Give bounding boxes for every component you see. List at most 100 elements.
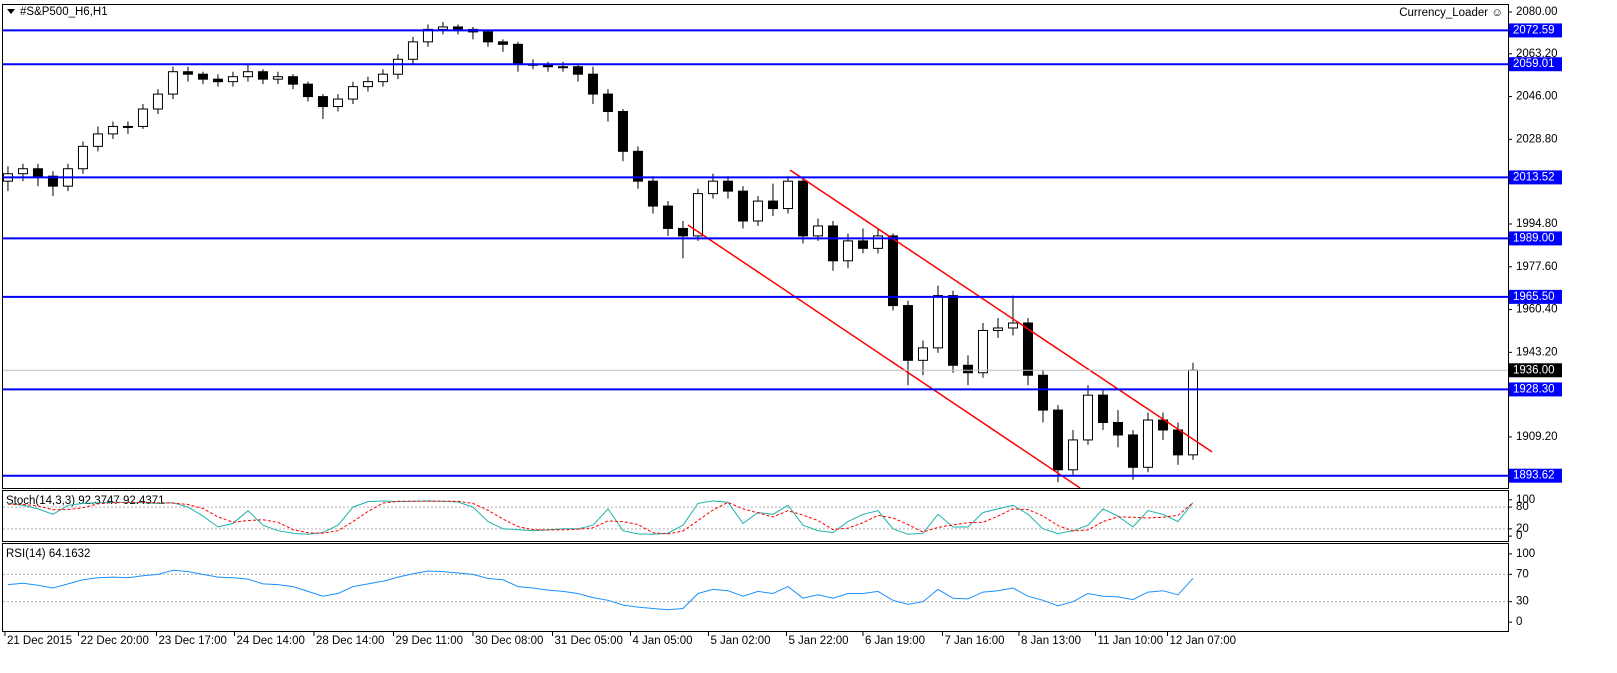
y-tick-label: 30 (1516, 596, 1529, 608)
candle-body (122, 125, 133, 128)
candle-body (632, 150, 643, 182)
candle-body (887, 235, 898, 307)
x-tick-label: 23 Dec 17:00 (158, 635, 226, 647)
indicator-line (7, 500, 1194, 535)
candle-body (602, 93, 613, 113)
x-tick-label: 28 Dec 14:00 (316, 635, 384, 647)
candle-body (152, 93, 163, 110)
indicator-label: Currency_Loader ☺ (1399, 7, 1503, 19)
y-tick-label: 80 (1516, 501, 1529, 513)
stoch-panel (2, 490, 1509, 542)
candle-body (1187, 369, 1198, 456)
candle-body (332, 98, 343, 108)
candle-body (872, 235, 883, 249)
candle-body (437, 26, 448, 30)
candle-body (227, 76, 238, 83)
x-tick-label: 29 Dec 11:00 (395, 635, 463, 647)
candle-body (767, 200, 778, 210)
candle-body (977, 329, 988, 374)
candle-body (962, 364, 973, 374)
candle-body (782, 180, 793, 210)
candle-body (1052, 409, 1063, 471)
rsi-panel (2, 543, 1509, 632)
candle-body (137, 108, 148, 127)
candle-body (77, 145, 88, 170)
candle-body (917, 347, 928, 361)
x-tick-label: 24 Dec 14:00 (236, 635, 304, 647)
candle-body (572, 66, 583, 75)
candle-body (1082, 394, 1093, 441)
x-tick-label: 7 Jan 16:00 (944, 635, 1004, 647)
candle-body (932, 295, 943, 349)
y-tick-label: 100 (1516, 548, 1535, 560)
channel-line (789, 169, 1213, 453)
x-tick-label: 6 Jan 19:00 (865, 635, 925, 647)
level-label-bg (1509, 468, 1562, 483)
y-tick-label: 2046.00 (1516, 91, 1558, 103)
candle-body (587, 73, 598, 95)
candle-body (557, 66, 568, 69)
level-label-bg (1509, 23, 1562, 38)
chart-title: #S&P500_H6,H1 (20, 6, 108, 18)
y-tick-label: 0 (1516, 530, 1522, 542)
x-tick-label: 30 Dec 08:00 (475, 635, 543, 647)
menu-arrow[interactable] (7, 9, 15, 14)
level-label: 1893.62 (1513, 470, 1555, 482)
candle-body (497, 41, 508, 45)
x-tick-label: 5 Jan 22:00 (788, 635, 848, 647)
candle-body (452, 26, 463, 30)
candle-body (617, 111, 628, 152)
candle-body (1142, 419, 1153, 468)
y-tick-label: 20 (1516, 523, 1529, 535)
candle-body (17, 168, 28, 175)
candle-body (1067, 439, 1078, 471)
candle-body (797, 180, 808, 237)
candle-body (197, 73, 208, 80)
candle-body (1022, 322, 1033, 376)
level-label: 2059.01 (1513, 58, 1555, 70)
candle-body (902, 305, 913, 361)
candle-body (32, 168, 43, 177)
y-tick-label: 1960.40 (1516, 304, 1558, 316)
candle-body (422, 28, 433, 43)
x-tick-label: 4 Jan 05:00 (632, 635, 692, 647)
x-tick-label: 22 Dec 20:00 (80, 635, 148, 647)
channel-line (687, 224, 1081, 488)
candle-body (1112, 422, 1123, 436)
candle-body (47, 175, 58, 187)
level-label-bg (1509, 382, 1562, 397)
level-label-bg (1509, 231, 1562, 246)
x-tick-label: 21 Dec 2015 (7, 635, 72, 647)
candle-body (242, 71, 253, 78)
indicator-line (7, 569, 1194, 611)
candle-body (947, 295, 958, 366)
candle-body (1127, 434, 1138, 468)
candle-body (857, 240, 868, 249)
price-label: 1936.00 (1513, 364, 1555, 376)
candle-body (692, 193, 703, 237)
candle-body (1172, 429, 1183, 456)
y-tick-label: 2080.00 (1516, 6, 1558, 18)
candle-body (647, 180, 658, 207)
candle-body (707, 180, 718, 195)
candle-body (1097, 394, 1108, 424)
candle-body (827, 225, 838, 262)
y-tick-label: 0 (1516, 616, 1522, 628)
level-label: 1989.00 (1513, 232, 1555, 244)
y-tick-label: 2028.80 (1516, 133, 1558, 145)
candle-body (182, 71, 193, 75)
candle-body (377, 73, 388, 83)
candle-body (347, 86, 358, 100)
y-tick-label: 1994.80 (1516, 218, 1558, 230)
level-label-bg (1509, 170, 1562, 185)
candle-body (512, 43, 523, 65)
level-label: 1965.50 (1513, 291, 1555, 303)
y-tick-label: 1909.20 (1516, 431, 1558, 443)
rsi-title: RSI(14) 64.1632 (6, 548, 90, 560)
level-label-bg (1509, 57, 1562, 72)
candle-body (812, 225, 823, 237)
candle-body (92, 133, 103, 147)
